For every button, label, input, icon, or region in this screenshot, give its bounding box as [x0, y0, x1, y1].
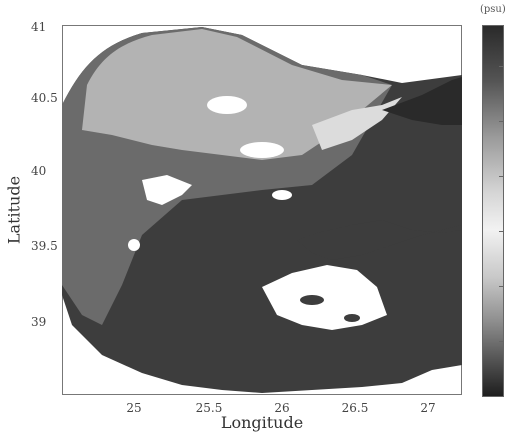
island-lesvos	[262, 265, 387, 330]
x-tick-label: 26	[274, 401, 290, 415]
colorbar	[482, 25, 504, 397]
island-lesvos-bay	[300, 295, 324, 305]
x-tick-label: 27	[420, 401, 436, 415]
x-tick-label: 25.5	[195, 401, 223, 415]
colorbar-label: (psu)	[480, 4, 506, 15]
strait-plume	[312, 97, 402, 150]
strait-outflow	[382, 77, 462, 125]
y-tick-label: 39	[31, 315, 47, 329]
x-tick-label: 26.5	[341, 401, 369, 415]
y-tick-label: 40.5	[31, 91, 58, 105]
island-samothraki	[207, 96, 247, 114]
salinity-map	[62, 27, 462, 393]
colorbar-tick	[499, 176, 503, 177]
x-axis-label: Longitude	[220, 413, 304, 432]
y-axis-label: Latitude	[4, 175, 24, 245]
colorbar-tick	[499, 121, 503, 122]
y-tick-label: 40	[31, 164, 47, 178]
colorbar-tick	[499, 286, 503, 287]
mainland-anatolia	[297, 220, 462, 260]
island-limnos-small	[272, 190, 292, 200]
colorbar-tick	[499, 66, 503, 67]
island-imbros	[240, 142, 284, 158]
island-thasos-area	[142, 175, 192, 205]
colorbar-tick	[499, 341, 503, 342]
y-tick-label: 41	[31, 20, 47, 34]
island-lesvos-bay2	[344, 314, 360, 322]
island-islet	[128, 239, 140, 251]
y-tick-label: 39.5	[31, 239, 58, 253]
colorbar-tick	[499, 231, 503, 232]
x-tick-label: 25	[126, 401, 142, 415]
